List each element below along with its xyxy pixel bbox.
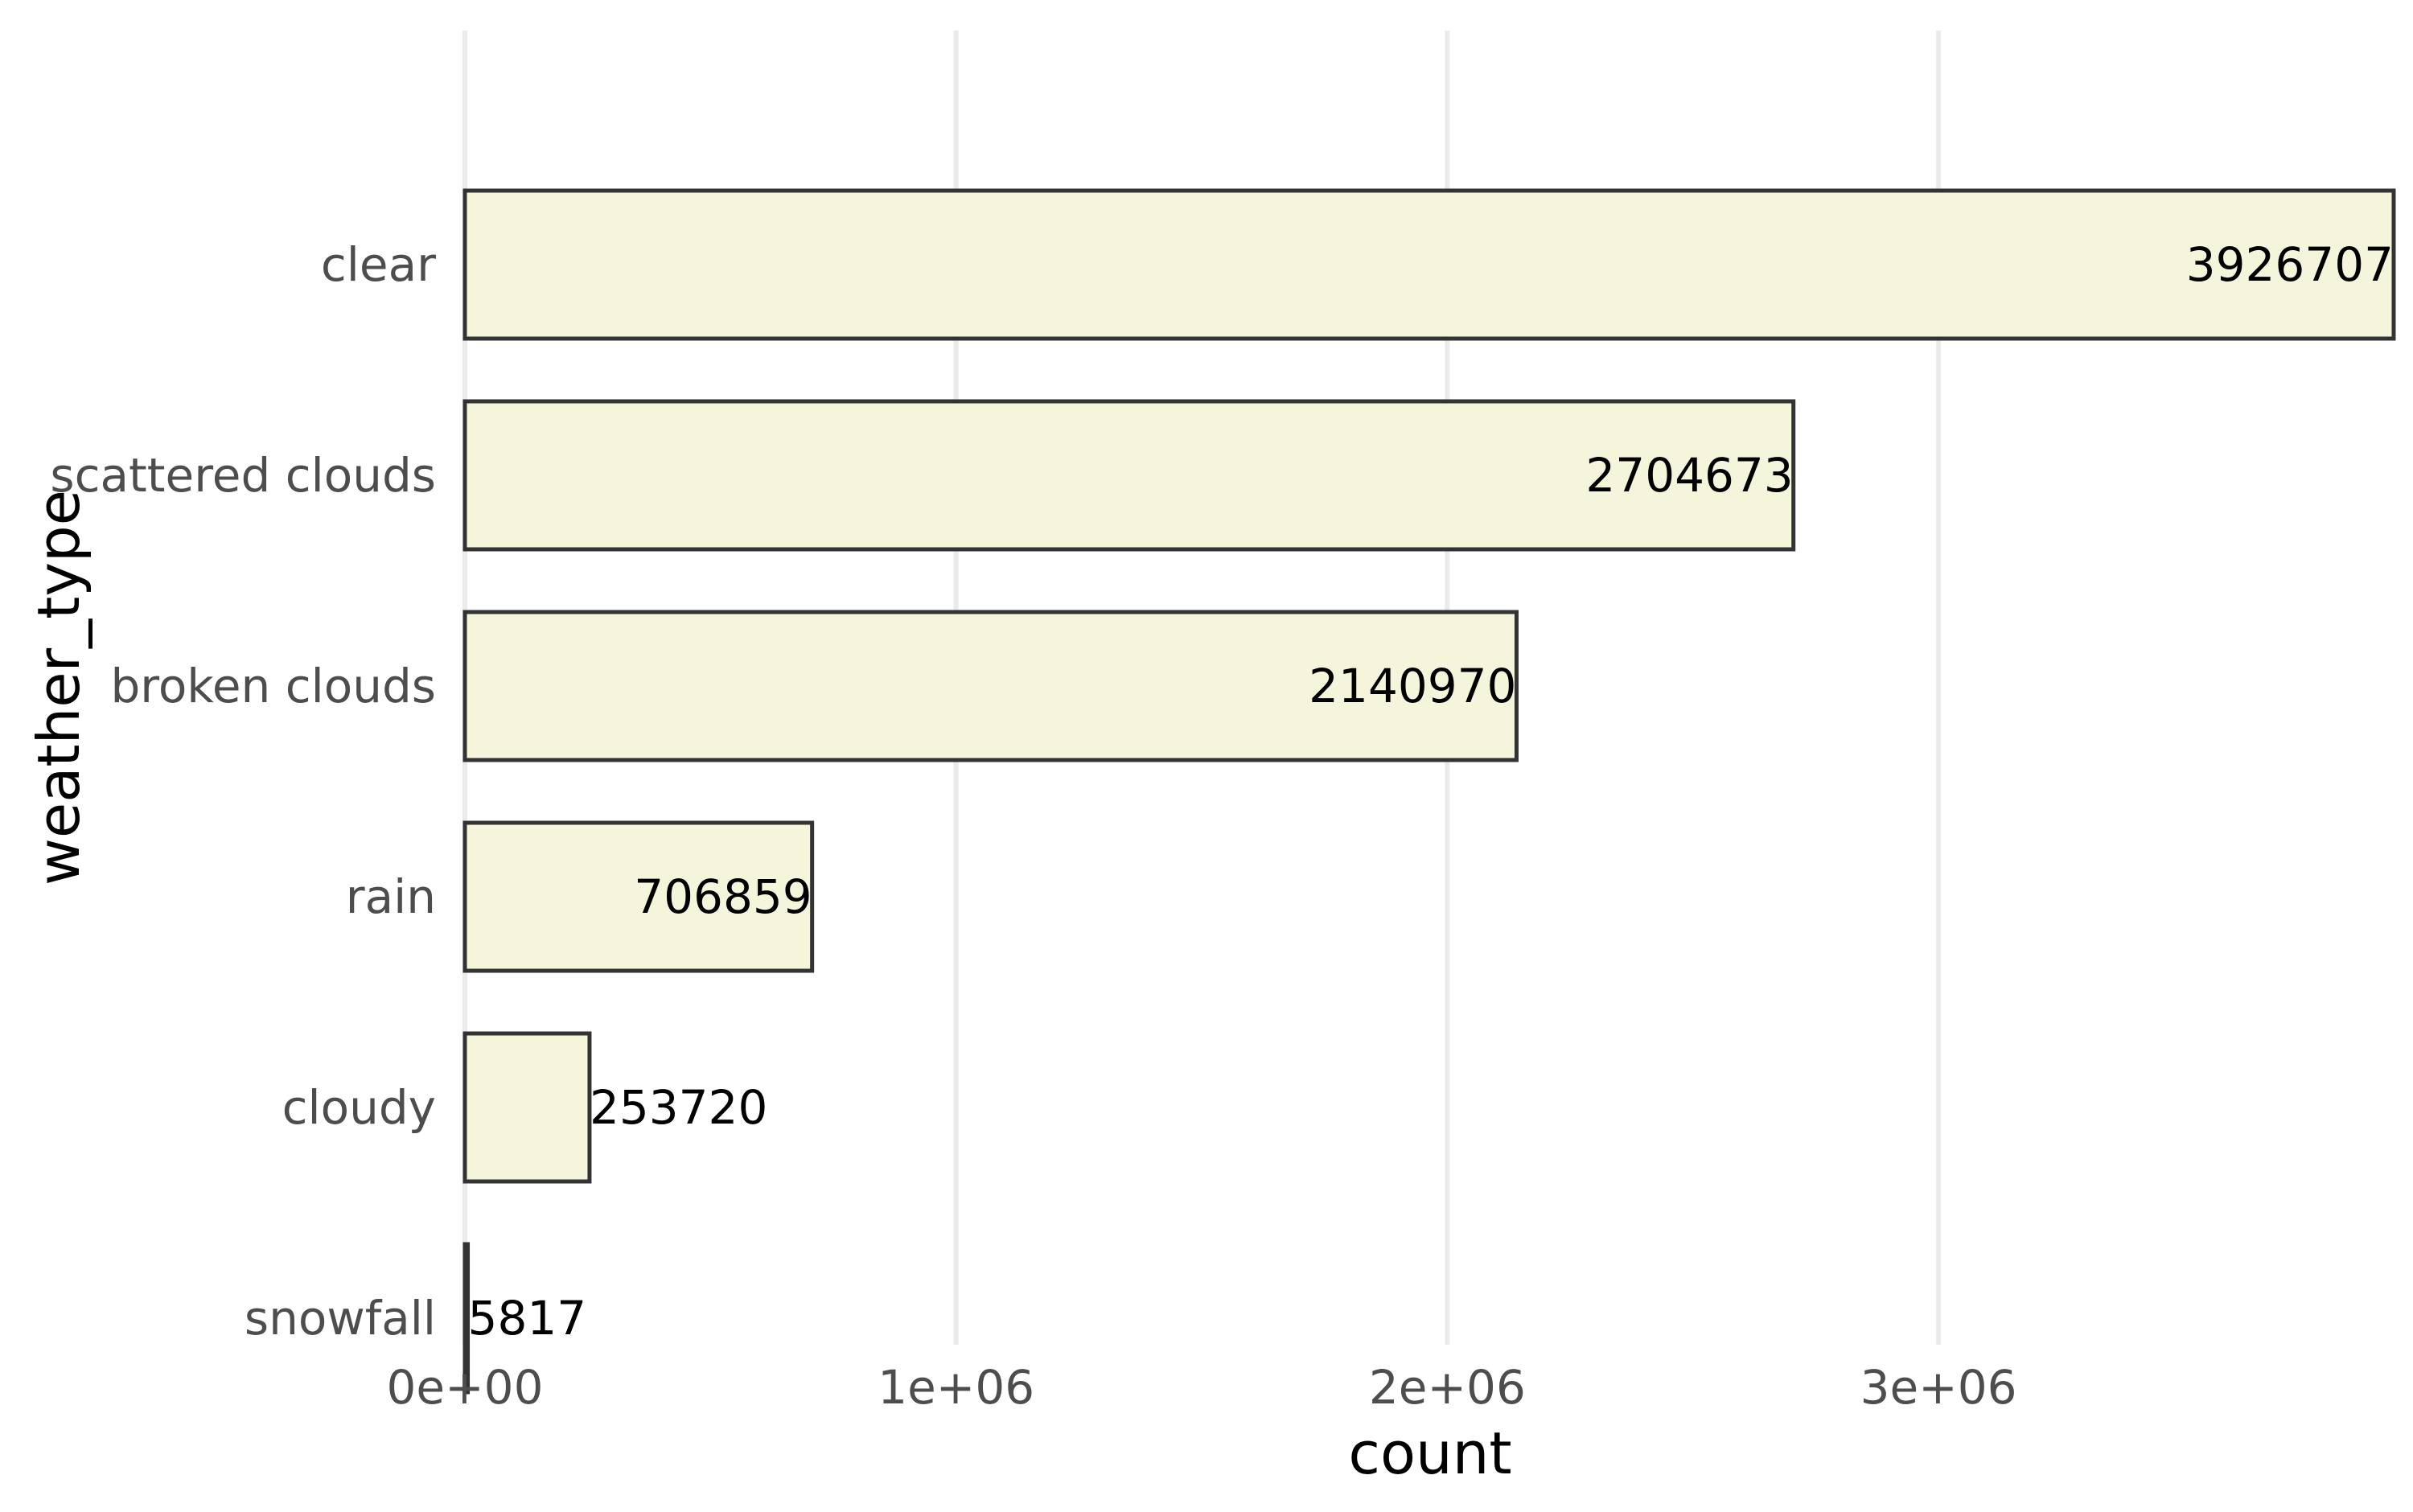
bar-value-label: 253720 (590, 1080, 767, 1135)
bar-value-label: 2704673 (1585, 448, 1793, 503)
bar (462, 188, 2396, 341)
x-axis-title: count (1348, 1420, 1511, 1487)
value-labels: 3926707 2704673 2140970 706859 253720 5817 (468, 237, 2394, 1346)
x-tick-label: 3e+06 (1860, 1360, 2017, 1415)
y-axis-title: weather_type (25, 490, 92, 885)
x-tick-label: 1e+06 (878, 1360, 1034, 1415)
x-tick-label: 0e+00 (387, 1360, 544, 1415)
bar (462, 1031, 592, 1184)
bar (462, 399, 1796, 552)
bars (462, 188, 2396, 1395)
bar-value-label: 3926707 (2186, 237, 2394, 292)
category-label: snowfall (245, 1291, 436, 1346)
category-label: broken clouds (110, 659, 436, 713)
x-tick-label: 2e+06 (1369, 1360, 1526, 1415)
category-label: rain (346, 869, 436, 924)
bar-value-label: 5817 (468, 1291, 587, 1346)
category-label: clear (321, 237, 436, 292)
x-tick-labels: 0e+00 1e+06 2e+06 3e+06 (387, 1360, 2017, 1415)
bar (462, 1242, 471, 1395)
bar-value-label: 706859 (634, 869, 812, 924)
category-labels: clear scattered clouds broken clouds rain cl… (50, 237, 436, 1346)
bar (462, 820, 815, 973)
bar (462, 610, 1519, 762)
category-label: cloudy (282, 1080, 436, 1135)
category-label: scattered clouds (50, 448, 436, 503)
bar-value-label: 2140970 (1309, 659, 1516, 713)
